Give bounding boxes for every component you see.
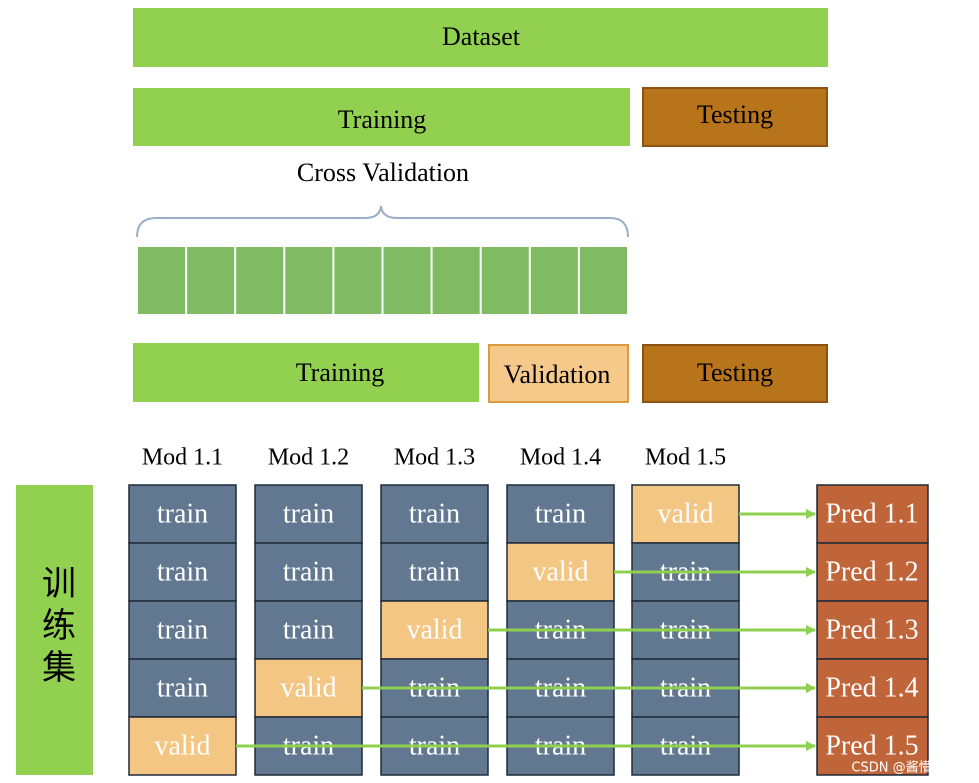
fold-cell-label: train — [409, 556, 460, 587]
fold-cell — [380, 484, 489, 544]
testing-label: Testing — [697, 358, 773, 387]
fold-cell-label: train — [409, 498, 460, 529]
prediction-box — [816, 716, 929, 776]
prediction-label: Pred 1.4 — [825, 672, 918, 703]
training-label: Training — [338, 105, 427, 134]
model-name: Mod 1.3 — [394, 445, 475, 471]
prediction-label: Pred 1.2 — [825, 556, 918, 587]
dataset-label: Dataset — [442, 22, 521, 51]
fold — [138, 247, 186, 314]
validation-box — [488, 344, 629, 403]
fold — [481, 247, 529, 314]
cv-label: Cross Validation — [297, 158, 469, 187]
prediction-label: Pred 1.3 — [825, 614, 918, 645]
fold — [432, 247, 480, 314]
folds — [138, 247, 627, 314]
fold-cell — [128, 484, 237, 544]
model-name: Mod 1.1 — [142, 445, 223, 471]
fold-cell — [506, 542, 615, 602]
fold-cell-label: valid — [658, 498, 714, 529]
fold-cell — [254, 600, 363, 660]
fold-cell-label: valid — [407, 614, 463, 645]
training-label: Training — [296, 358, 385, 387]
fold — [334, 247, 382, 314]
fold — [236, 247, 284, 314]
side-box — [16, 485, 93, 775]
testing-box — [642, 344, 828, 403]
model-name: Mod 1.2 — [268, 445, 349, 471]
fold-cell — [254, 542, 363, 602]
testing-box — [642, 87, 828, 147]
fold — [579, 247, 627, 314]
training-box — [133, 343, 479, 402]
prediction-label: Pred 1.5 — [825, 730, 918, 761]
prediction-box — [816, 658, 929, 718]
training-box — [133, 88, 630, 146]
fold — [187, 247, 235, 314]
fold-cell — [254, 484, 363, 544]
watermark: CSDN @酱懵静 — [851, 761, 944, 776]
dataset-box — [133, 8, 828, 67]
prediction-box — [816, 600, 929, 660]
fold-cell-label: train — [283, 556, 334, 587]
fold — [285, 247, 333, 314]
fold-cell-label: train — [157, 672, 208, 703]
model-name: Mod 1.4 — [520, 445, 601, 471]
validation-label: Validation — [504, 360, 611, 389]
prediction-box — [816, 542, 929, 602]
model-name: Mod 1.5 — [645, 445, 726, 471]
fold-cell — [380, 542, 489, 602]
fold-cell-label: train — [157, 556, 208, 587]
prediction-label: Pred 1.1 — [825, 498, 918, 529]
fold-cell-label: train — [283, 498, 334, 529]
fold-cell — [128, 658, 237, 718]
fold-cell-label: valid — [533, 556, 589, 587]
fold — [383, 247, 431, 314]
fold-cell-label: train — [157, 498, 208, 529]
fold-cell-label: valid — [155, 730, 211, 761]
model-grid: Mod 1.1 train train train train valid Mod 1.2 t… — [128, 445, 929, 776]
testing-label: Testing — [697, 100, 773, 129]
fold-cell-label: train — [535, 498, 586, 529]
fold-cell-label: train — [157, 614, 208, 645]
fold-cell-label: valid — [281, 672, 337, 703]
prediction-box — [816, 484, 929, 544]
side-label: 训练集 — [36, 565, 76, 691]
fold-cell-label: train — [283, 614, 334, 645]
brace — [136, 205, 629, 238]
fold — [530, 247, 578, 314]
